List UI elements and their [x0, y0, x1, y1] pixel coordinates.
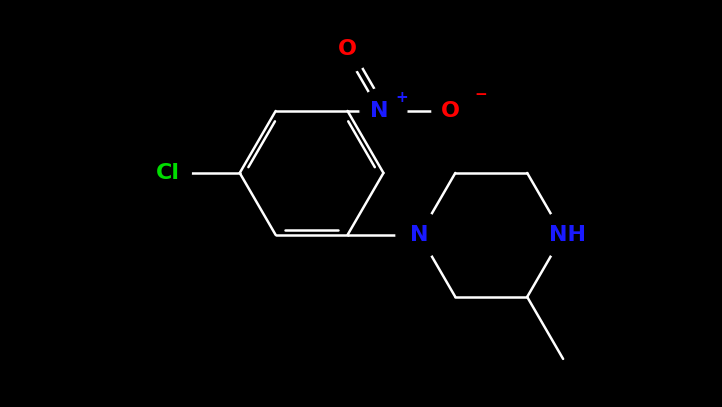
Text: O: O: [338, 39, 357, 59]
Text: O: O: [441, 101, 461, 121]
Text: Cl: Cl: [156, 163, 180, 183]
Text: N: N: [370, 101, 388, 121]
Circle shape: [144, 150, 191, 196]
Text: +: +: [395, 90, 408, 105]
Circle shape: [360, 88, 406, 134]
Circle shape: [324, 26, 371, 72]
Circle shape: [540, 212, 586, 258]
Text: −: −: [474, 88, 487, 102]
Text: N: N: [410, 225, 429, 245]
Circle shape: [396, 212, 443, 258]
Circle shape: [432, 88, 479, 134]
Text: NH: NH: [549, 225, 586, 245]
